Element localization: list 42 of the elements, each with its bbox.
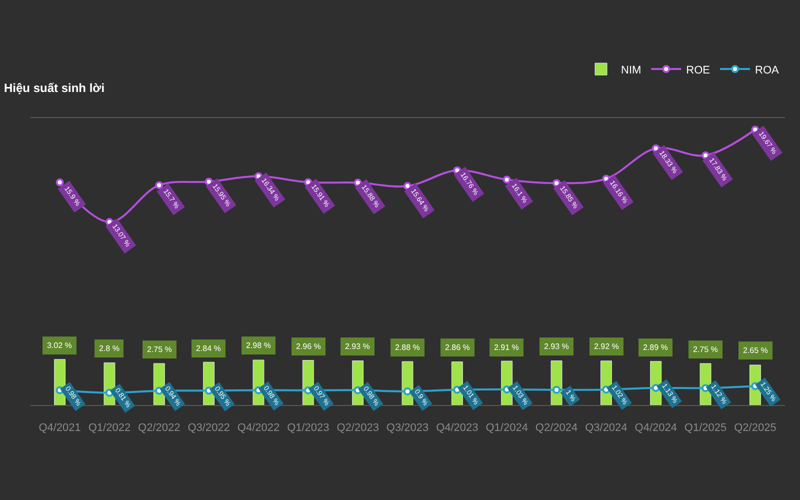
x-tick-label: Q3/2023 bbox=[386, 422, 429, 434]
x-tick-label: Q3/2024 bbox=[585, 422, 628, 434]
point bbox=[502, 176, 511, 184]
data-label: 2.75 % bbox=[147, 345, 172, 354]
data-label: 2.93 % bbox=[544, 342, 569, 351]
x-tick-label: Q2/2024 bbox=[535, 422, 578, 434]
data-label: 2.86 % bbox=[445, 343, 470, 352]
point bbox=[404, 387, 412, 396]
x-tick-label: Q2/2022 bbox=[138, 422, 180, 434]
x-tick-label: Q4/2023 bbox=[436, 422, 478, 434]
data-label: 2.93 % bbox=[345, 342, 370, 351]
point bbox=[552, 179, 561, 188]
data-label: 2.84 % bbox=[196, 344, 221, 353]
legend-label: NIM bbox=[621, 64, 642, 76]
data-label: 2.8 % bbox=[99, 344, 120, 353]
x-tick-label: Q2/2023 bbox=[336, 422, 379, 434]
x-tick-label: Q1/2024 bbox=[486, 422, 528, 434]
data-label: 2.92 % bbox=[594, 342, 619, 351]
x-tick-label: Q1/2023 bbox=[287, 422, 330, 434]
data-label: 2.88 % bbox=[395, 343, 420, 352]
x-tick-label: Q2/2025 bbox=[734, 422, 776, 434]
legend-label: ROE bbox=[686, 64, 710, 76]
point bbox=[702, 151, 710, 160]
x-tick-label: Q4/2024 bbox=[634, 422, 677, 434]
legend-label: ROA bbox=[755, 64, 780, 76]
point bbox=[155, 181, 164, 190]
x-tick-label: Q3/2022 bbox=[188, 422, 230, 434]
data-label: 3.02 % bbox=[47, 341, 72, 350]
x-tick-label: Q4/2021 bbox=[38, 422, 81, 434]
data-label: 2.75 % bbox=[693, 345, 718, 354]
data-label: 2.98 % bbox=[246, 341, 271, 350]
x-tick-label: Q4/2022 bbox=[237, 422, 280, 434]
chart-title: Hiệu suất sinh lời bbox=[4, 81, 105, 96]
data-label: 2.65 % bbox=[743, 346, 768, 355]
point bbox=[404, 182, 412, 190]
data-label: 2.89 % bbox=[643, 343, 668, 352]
data-label: 2.96 % bbox=[296, 342, 321, 351]
x-tick-label: Q1/2022 bbox=[88, 422, 131, 434]
point bbox=[552, 386, 561, 394]
point bbox=[56, 178, 64, 186]
data-label: 2.91 % bbox=[494, 343, 519, 352]
x-tick-label: Q1/2025 bbox=[684, 422, 727, 434]
